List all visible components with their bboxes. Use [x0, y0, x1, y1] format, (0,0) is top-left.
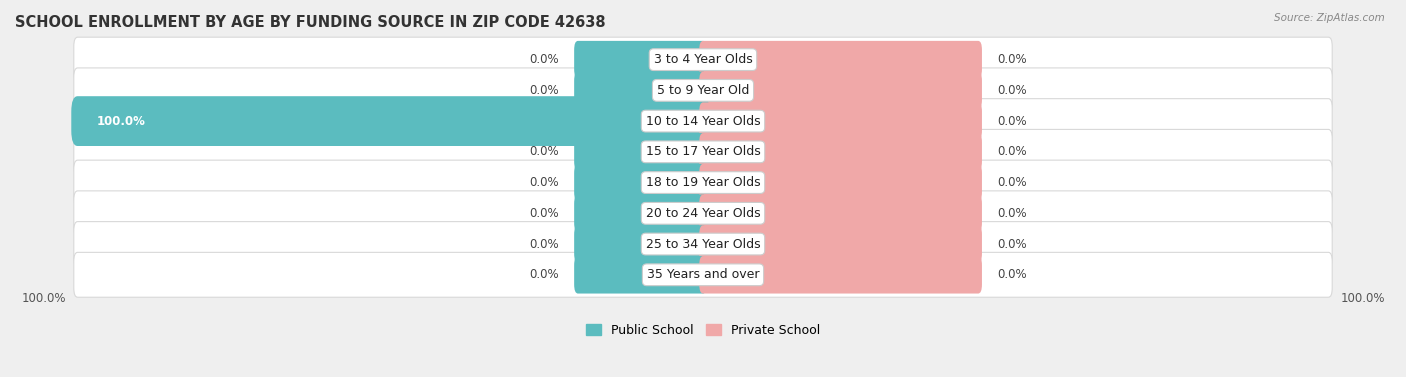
Text: 0.0%: 0.0% — [997, 207, 1026, 220]
FancyBboxPatch shape — [73, 37, 1333, 82]
Text: 0.0%: 0.0% — [530, 207, 560, 220]
Text: 100.0%: 100.0% — [21, 292, 66, 305]
Text: Source: ZipAtlas.com: Source: ZipAtlas.com — [1274, 13, 1385, 23]
Text: 0.0%: 0.0% — [530, 146, 560, 158]
Text: 10 to 14 Year Olds: 10 to 14 Year Olds — [645, 115, 761, 127]
Text: 0.0%: 0.0% — [530, 53, 560, 66]
Text: 0.0%: 0.0% — [530, 268, 560, 281]
FancyBboxPatch shape — [699, 102, 981, 140]
FancyBboxPatch shape — [699, 225, 981, 263]
FancyBboxPatch shape — [574, 195, 707, 232]
FancyBboxPatch shape — [574, 225, 707, 263]
FancyBboxPatch shape — [73, 160, 1333, 205]
FancyBboxPatch shape — [574, 133, 707, 170]
FancyBboxPatch shape — [73, 68, 1333, 113]
FancyBboxPatch shape — [699, 133, 981, 170]
FancyBboxPatch shape — [574, 72, 707, 109]
FancyBboxPatch shape — [699, 164, 981, 201]
FancyBboxPatch shape — [73, 191, 1333, 236]
FancyBboxPatch shape — [72, 96, 709, 146]
Text: 0.0%: 0.0% — [997, 268, 1026, 281]
FancyBboxPatch shape — [574, 256, 707, 294]
Text: 0.0%: 0.0% — [997, 176, 1026, 189]
FancyBboxPatch shape — [73, 222, 1333, 267]
Text: 100.0%: 100.0% — [1340, 292, 1385, 305]
Text: 0.0%: 0.0% — [530, 84, 560, 97]
FancyBboxPatch shape — [574, 164, 707, 201]
Text: 0.0%: 0.0% — [997, 84, 1026, 97]
Text: 15 to 17 Year Olds: 15 to 17 Year Olds — [645, 146, 761, 158]
Text: 100.0%: 100.0% — [96, 115, 145, 127]
FancyBboxPatch shape — [574, 41, 707, 78]
FancyBboxPatch shape — [73, 129, 1333, 174]
Text: 25 to 34 Year Olds: 25 to 34 Year Olds — [645, 238, 761, 251]
Text: 0.0%: 0.0% — [997, 115, 1026, 127]
Text: 18 to 19 Year Olds: 18 to 19 Year Olds — [645, 176, 761, 189]
Text: 3 to 4 Year Olds: 3 to 4 Year Olds — [654, 53, 752, 66]
Text: 0.0%: 0.0% — [530, 238, 560, 251]
Text: 35 Years and over: 35 Years and over — [647, 268, 759, 281]
Text: SCHOOL ENROLLMENT BY AGE BY FUNDING SOURCE IN ZIP CODE 42638: SCHOOL ENROLLMENT BY AGE BY FUNDING SOUR… — [15, 15, 606, 30]
FancyBboxPatch shape — [73, 252, 1333, 297]
Text: 20 to 24 Year Olds: 20 to 24 Year Olds — [645, 207, 761, 220]
FancyBboxPatch shape — [699, 256, 981, 294]
FancyBboxPatch shape — [73, 99, 1333, 144]
FancyBboxPatch shape — [699, 195, 981, 232]
FancyBboxPatch shape — [699, 41, 981, 78]
Text: 0.0%: 0.0% — [530, 176, 560, 189]
FancyBboxPatch shape — [699, 72, 981, 109]
Text: 0.0%: 0.0% — [997, 238, 1026, 251]
Text: 0.0%: 0.0% — [997, 53, 1026, 66]
Text: 0.0%: 0.0% — [997, 146, 1026, 158]
Legend: Public School, Private School: Public School, Private School — [581, 319, 825, 342]
Text: 5 to 9 Year Old: 5 to 9 Year Old — [657, 84, 749, 97]
